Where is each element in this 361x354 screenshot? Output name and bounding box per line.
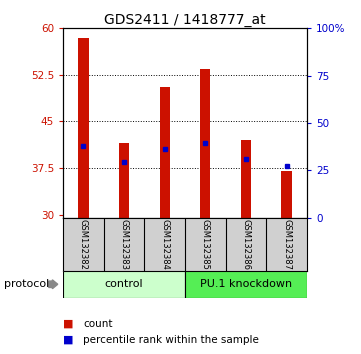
Text: percentile rank within the sample: percentile rank within the sample	[83, 335, 259, 345]
Bar	[78, 38, 88, 218]
Bar	[119, 143, 129, 218]
Text: count: count	[83, 319, 113, 329]
Text: GSM132386: GSM132386	[242, 219, 251, 270]
Text: ■: ■	[63, 335, 74, 345]
Text: control: control	[105, 279, 143, 290]
Bar	[282, 171, 292, 218]
Bar	[200, 69, 210, 218]
Text: ■: ■	[63, 319, 74, 329]
Text: GSM132384: GSM132384	[160, 219, 169, 270]
Text: GSM132387: GSM132387	[282, 219, 291, 270]
Bar	[241, 140, 251, 218]
Text: GSM132385: GSM132385	[201, 219, 210, 270]
Text: GSM132383: GSM132383	[119, 219, 129, 270]
Bar	[185, 271, 307, 298]
Bar	[160, 87, 170, 218]
Text: PU.1 knockdown: PU.1 knockdown	[200, 279, 292, 290]
Bar	[63, 271, 185, 298]
Text: GSM132382: GSM132382	[79, 219, 88, 270]
Title: GDS2411 / 1418777_at: GDS2411 / 1418777_at	[104, 13, 266, 27]
Text: protocol: protocol	[4, 279, 49, 289]
